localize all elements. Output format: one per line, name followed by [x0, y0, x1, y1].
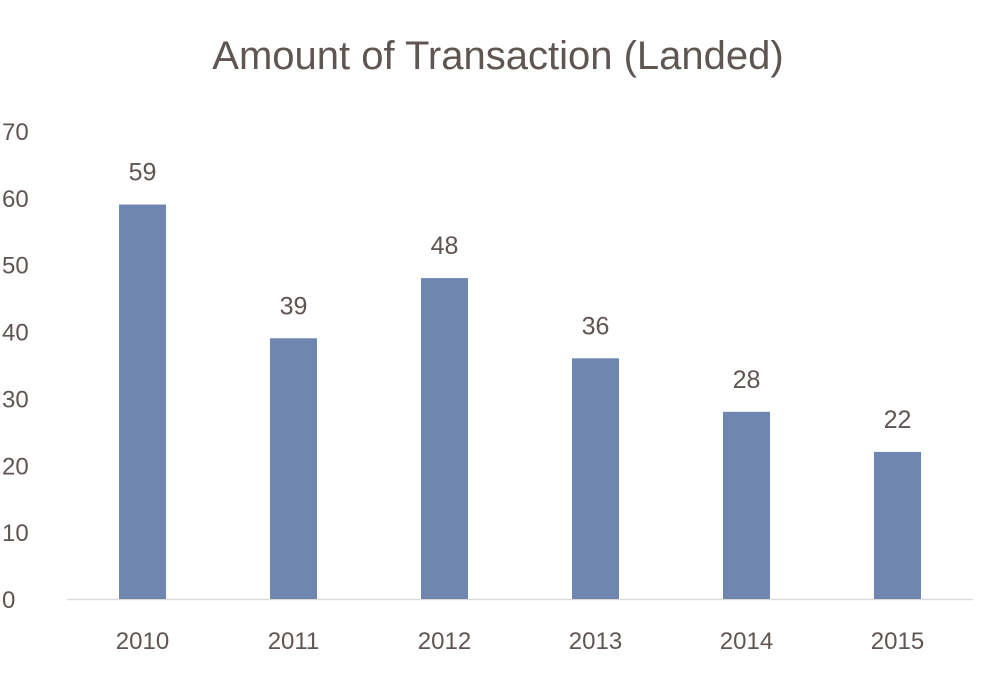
- y-axis-ticks: 0 10 20 30 40 50 60 70: [2, 119, 29, 614]
- y-tick-label: 70: [2, 119, 29, 146]
- chart-title: Amount of Transaction (Landed): [212, 34, 783, 78]
- x-tick-label-2014: 2014: [720, 628, 773, 655]
- x-tick-label-2012: 2012: [418, 628, 471, 655]
- y-tick-label: 40: [2, 320, 29, 347]
- x-tick-label-2015: 2015: [871, 628, 924, 655]
- y-tick-label: 10: [2, 520, 29, 547]
- y-tick-label: 60: [2, 186, 29, 213]
- y-tick-label: 30: [2, 386, 29, 413]
- bar-2012: [421, 278, 468, 599]
- data-label-2012: 48: [431, 232, 459, 260]
- data-label-2015: 22: [884, 406, 912, 434]
- bar-2010: [119, 204, 166, 600]
- y-tick-label: 20: [2, 453, 29, 480]
- data-labels: 59 39 48 36 28 22: [129, 159, 912, 434]
- bar-2011: [270, 338, 317, 599]
- y-tick-label: 50: [2, 253, 29, 280]
- data-label-2013: 36: [582, 312, 610, 340]
- bars: [119, 204, 921, 600]
- data-label-2011: 39: [280, 292, 308, 320]
- bar-2013: [572, 358, 619, 599]
- data-label-2010: 59: [129, 159, 157, 187]
- x-tick-label-2010: 2010: [116, 628, 169, 655]
- data-label-2014: 28: [733, 366, 761, 394]
- x-axis-ticks: 2010 2011 2012 2013 2014 2015: [116, 628, 924, 655]
- x-tick-label-2013: 2013: [569, 628, 622, 655]
- y-tick-label: 0: [2, 587, 15, 614]
- bar-2015: [874, 451, 921, 599]
- x-tick-label-2011: 2011: [268, 628, 320, 655]
- bar-2014: [723, 411, 770, 599]
